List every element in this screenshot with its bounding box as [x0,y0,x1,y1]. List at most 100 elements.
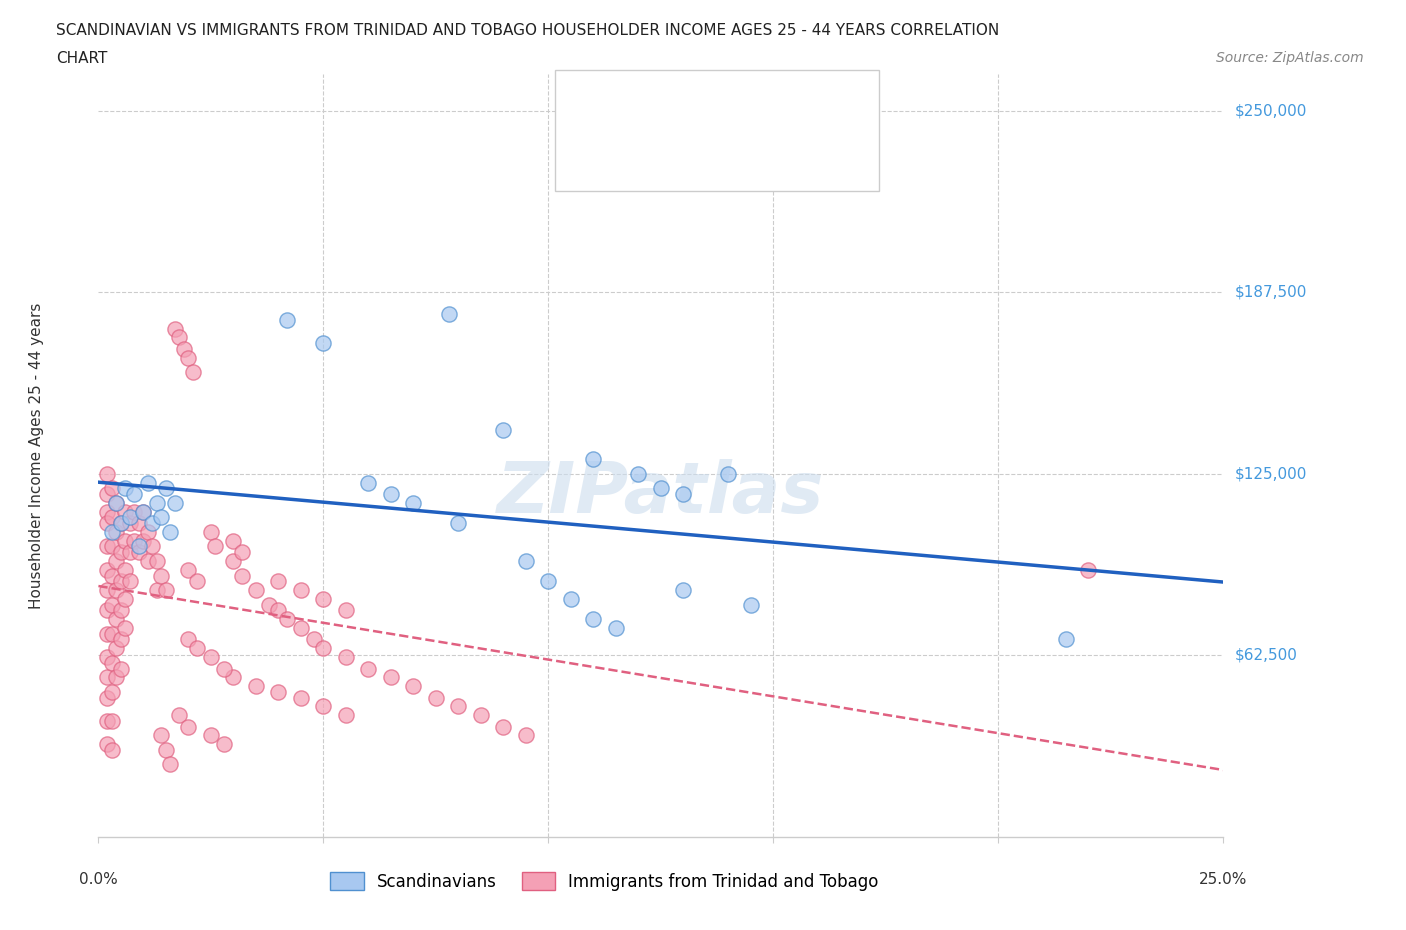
Text: Householder Income Ages 25 - 44 years: Householder Income Ages 25 - 44 years [30,302,44,609]
Point [114,563,136,578]
Point [118,510,141,525]
Text: $250,000: $250,000 [1234,103,1306,118]
Text: SCANDINAVIAN VS IMMIGRANTS FROM TRINIDAD AND TOBAGO HOUSEHOLDER INCOME AGES 25 -: SCANDINAVIAN VS IMMIGRANTS FROM TRINIDAD… [56,23,1000,38]
Point [231,568,253,583]
Point [96,516,118,531]
Point [101,525,124,539]
Point [447,698,470,713]
Point [96,626,118,641]
Text: CHART: CHART [56,51,108,66]
Point [177,563,200,578]
Point [357,661,380,676]
Point [200,649,222,664]
Point [267,603,290,618]
Point [96,539,118,554]
Point [470,708,492,723]
Point [105,553,128,568]
Point [231,545,253,560]
Point [357,475,380,490]
Point [177,351,200,365]
Point [1054,632,1077,647]
Point [136,553,159,568]
Point [163,496,186,511]
Point [141,539,163,554]
Point [101,713,124,728]
Point [105,496,128,511]
Point [128,545,150,560]
Point [177,719,200,734]
Point [402,496,425,511]
Point [128,539,150,554]
Point [515,553,537,568]
Point [335,649,357,664]
Point [515,728,537,743]
Point [204,539,226,554]
Point [717,467,740,482]
Point [582,452,605,467]
Point [96,603,118,618]
Point [186,574,208,589]
Point [650,481,672,496]
Point [492,719,515,734]
Text: ZIPatlas: ZIPatlas [498,459,824,528]
Point [96,486,118,501]
Point [96,582,118,597]
Point [101,510,124,525]
Point [114,481,136,496]
Point [177,632,200,647]
Point [110,545,132,560]
Text: $62,500: $62,500 [1234,648,1298,663]
Point [312,336,335,351]
Text: 0.0%: 0.0% [79,871,118,887]
Point [169,708,191,723]
Point [136,525,159,539]
Text: 25.0%: 25.0% [1199,871,1247,887]
Point [118,516,141,531]
Point [214,661,236,676]
Text: R = 0.029   N =  36: R = 0.029 N = 36 [616,100,792,119]
Point [740,597,762,612]
Point [537,574,560,589]
Point [124,533,146,548]
Point [200,525,222,539]
Point [128,516,150,531]
Point [105,612,128,627]
Point [447,516,470,531]
Point [605,620,627,635]
Point [245,679,267,694]
Text: R =  0.124   N = 107: R = 0.124 N = 107 [616,147,803,166]
Point [101,568,124,583]
Point [163,321,186,336]
Point [124,504,146,519]
Point [105,496,128,511]
Point [114,504,136,519]
Point [290,582,312,597]
Point [150,728,173,743]
Point [110,516,132,531]
Point [110,632,132,647]
Point [96,563,118,578]
Point [96,690,118,705]
Point [267,684,290,699]
Point [110,516,132,531]
Point [118,545,141,560]
Point [101,626,124,641]
Point [146,496,169,511]
Point [222,553,245,568]
Point [304,632,326,647]
Point [159,525,181,539]
Legend: Scandinavians, Immigrants from Trinidad and Tobago: Scandinavians, Immigrants from Trinidad … [323,866,886,897]
Point [114,620,136,635]
Point [96,713,118,728]
Point [101,539,124,554]
Point [124,486,146,501]
Point [101,656,124,671]
Point [118,574,141,589]
Point [173,341,195,356]
Point [114,591,136,606]
Point [96,467,118,482]
Point [132,533,155,548]
Point [105,641,128,656]
Point [169,330,191,345]
Point [312,641,335,656]
